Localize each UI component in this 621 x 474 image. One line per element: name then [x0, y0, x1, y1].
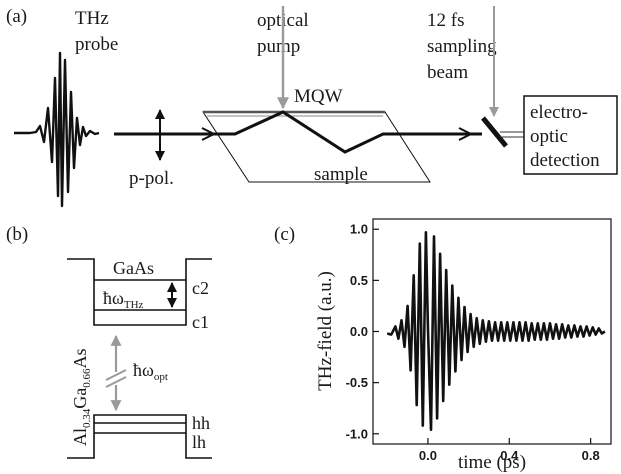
- detection-label-line1: electro-: [530, 102, 588, 123]
- panel-b-label: (b): [6, 224, 28, 245]
- panel-c: (c) 1.0 0.5 0.0 -0.5 -1.0 0.0 0.4 0.8 time (ps…: [274, 218, 612, 473]
- y-tick-label: 0.5: [350, 273, 368, 288]
- detection-label-line2: optic: [530, 126, 568, 147]
- x-tick-label: 0.4: [500, 448, 519, 463]
- y-axis-label: THz-field (a.u.): [315, 271, 336, 391]
- detection-label-line3: detection: [530, 150, 600, 171]
- valence-band-edge: [67, 414, 212, 459]
- optical-pump-label-line2: pump: [257, 36, 300, 57]
- thz-transition-label: ħωTHz: [103, 288, 144, 311]
- x-tick-label: 0.8: [582, 448, 600, 463]
- level-c1-label: c1: [192, 312, 209, 332]
- axis-break-mark-1: [105, 369, 127, 381]
- y-tick-label: -0.5: [346, 375, 368, 390]
- mqw-label: MQW: [294, 86, 343, 107]
- conduction-band-edge: [67, 258, 212, 326]
- y-tick-label: -1.0: [346, 426, 368, 441]
- panel-b: (b) GaAs c2 c1 ħωTHz ħωopt hh lh Al0.34G…: [6, 224, 212, 459]
- barrier-material-label: Al0.34Ga0.66As: [70, 348, 93, 446]
- beam-arrowhead-1: [201, 127, 217, 141]
- axis-break-mark-2: [105, 376, 127, 388]
- sampling-beam-label-line2: sampling: [427, 36, 497, 57]
- panel-a: (a) THz probe p-pol. optical pump MQW sa…: [6, 6, 618, 208]
- thz-probe-pulse-icon: [14, 51, 100, 208]
- x-axis-label: time (ps): [458, 452, 526, 473]
- thz-probe-label-line2: probe: [75, 34, 118, 55]
- x-axis: 0.0 0.4 0.8: [419, 438, 600, 463]
- level-lh-label: lh: [192, 432, 206, 452]
- y-tick-label: 1.0: [350, 222, 368, 237]
- sampling-beam-label-line1: 12 fs: [427, 10, 464, 31]
- mirror: [481, 116, 508, 148]
- beam-arrowhead-2: [458, 127, 474, 141]
- panel-a-label: (a): [6, 6, 27, 27]
- thz-beam-path: [114, 110, 482, 154]
- sampling-beam-label-line3: beam: [427, 62, 468, 83]
- series-line-thz-field: [386, 231, 606, 431]
- y-axis: 1.0 0.5 0.0 -0.5 -1.0: [346, 222, 379, 441]
- y-tick-label: 0.0: [350, 324, 368, 339]
- panel-c-label: (c): [274, 224, 295, 245]
- well-material-label: GaAs: [113, 258, 154, 278]
- detection-box: [523, 95, 618, 175]
- level-hh-label: hh: [192, 413, 210, 433]
- sample-label: sample: [314, 164, 368, 185]
- polarization-label: p-pol.: [129, 168, 174, 189]
- thz-probe-label-line1: THz: [75, 8, 109, 29]
- level-c2-label: c2: [192, 278, 209, 298]
- optical-transition-label: ħωopt: [133, 360, 168, 383]
- x-tick-label: 0.0: [419, 448, 437, 463]
